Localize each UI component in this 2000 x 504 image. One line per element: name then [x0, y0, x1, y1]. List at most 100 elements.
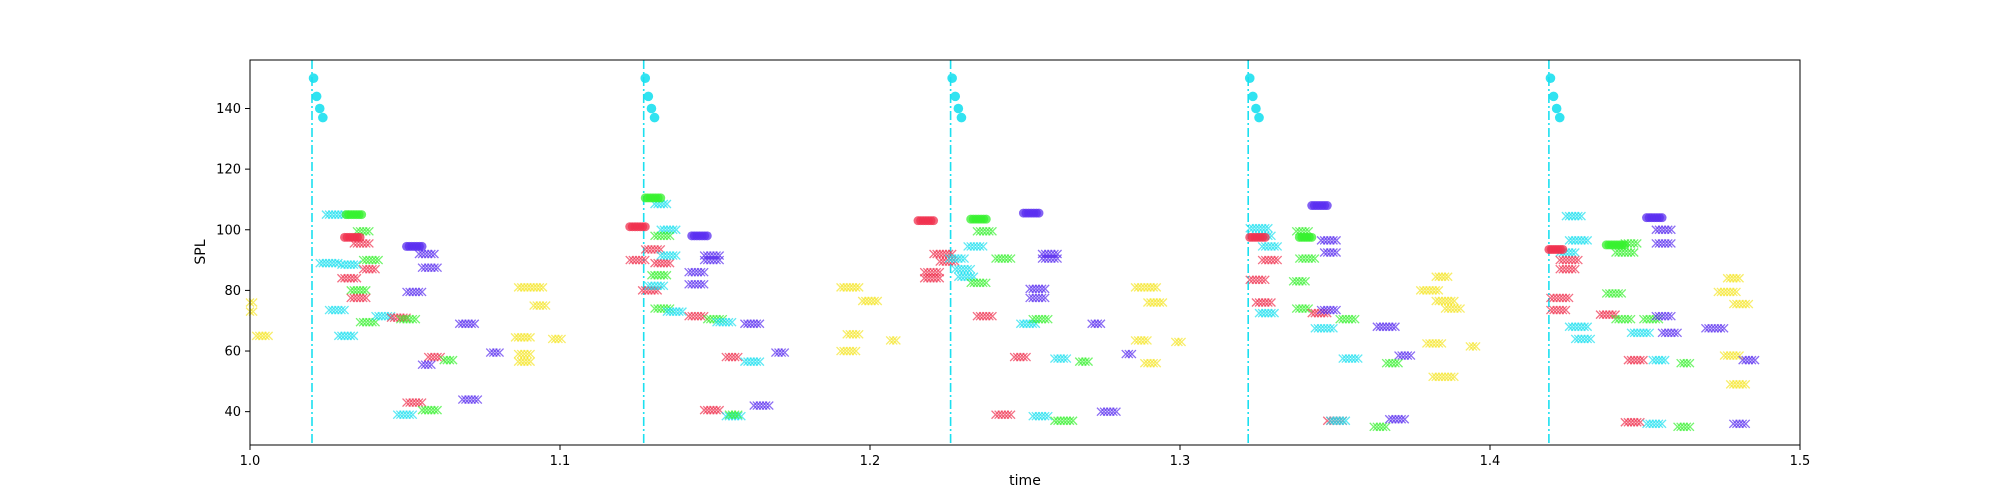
peak-track: [341, 210, 367, 220]
partial-track: [724, 410, 743, 420]
onset-dot: [308, 73, 319, 83]
partial-track: [1725, 379, 1751, 389]
partial-track: [721, 352, 743, 362]
partial-track: [972, 311, 997, 321]
partial-track: [1139, 358, 1162, 368]
peak-track: [402, 241, 427, 251]
onset-dot: [1551, 103, 1562, 114]
partial-track: [1037, 254, 1063, 264]
partial-track: [699, 255, 725, 265]
x-tick-label: 1.3: [1170, 454, 1191, 469]
partial-track: [358, 264, 381, 274]
partial-track: [1738, 355, 1760, 365]
peak-track: [1307, 201, 1332, 211]
partial-track: [1369, 422, 1391, 432]
partial-track: [972, 226, 997, 236]
partial-track: [1564, 322, 1593, 332]
partial-track: [1728, 299, 1754, 309]
partial-track: [1719, 351, 1745, 361]
partial-track: [684, 267, 709, 277]
partial-track: [324, 305, 350, 315]
y-tick-label: 40: [224, 405, 241, 420]
x-tick-label: 1.4: [1480, 454, 1501, 469]
peak-track: [1245, 232, 1270, 242]
partial-track: [321, 210, 350, 220]
partial-track: [1316, 235, 1342, 245]
y-tick-label: 120: [216, 163, 241, 178]
partial-track: [336, 273, 362, 283]
peak-track: [1294, 232, 1317, 242]
partial-track: [513, 282, 548, 292]
onset-dot: [649, 112, 660, 123]
partial-track: [1648, 355, 1670, 365]
partial-track: [1121, 349, 1137, 359]
partial-track: [1722, 273, 1745, 283]
partial-track: [1611, 248, 1639, 257]
partial-track: [739, 319, 765, 329]
partial-track: [1049, 354, 1072, 364]
partial-track: [656, 251, 681, 260]
partial-track: [1394, 351, 1416, 361]
partial-markers: [245, 199, 1760, 432]
partial-track: [1728, 419, 1751, 429]
partial-track: [414, 249, 439, 259]
partial-track: [625, 255, 650, 265]
onset-dot: [311, 91, 322, 102]
peak-track: [1018, 208, 1044, 218]
partial-track: [1257, 255, 1283, 265]
y-tick-label: 140: [216, 102, 241, 117]
partial-track: [963, 241, 988, 251]
partial-track: [1431, 296, 1459, 306]
partial-track: [1428, 372, 1459, 382]
partial-track: [423, 352, 446, 362]
partial-track: [1074, 357, 1094, 367]
partial-track: [1676, 358, 1695, 368]
partial-track: [1700, 323, 1729, 333]
onset-dot: [950, 91, 961, 102]
y-tick-label: 60: [224, 345, 241, 360]
partial-track: [417, 263, 443, 273]
peak-track: [625, 222, 650, 232]
partial-track: [1415, 285, 1444, 295]
partial-track: [1310, 323, 1338, 333]
plot-frame: [249, 59, 1801, 446]
partial-track: [513, 349, 536, 359]
onset-dot: [318, 112, 328, 123]
partial-track: [1545, 293, 1574, 303]
onset-dot: [947, 73, 957, 83]
partial-track: [1257, 241, 1283, 251]
partial-track: [991, 254, 1016, 264]
partial-track: [1025, 284, 1050, 294]
partial-track: [1245, 275, 1270, 285]
partial-track: [346, 285, 371, 295]
partial-track: [251, 331, 274, 341]
partial-track: [1570, 334, 1596, 344]
partial-track: [739, 357, 765, 367]
y-axis-ticks: 40 60 80 100 120 140: [216, 102, 250, 420]
partial-track: [1130, 335, 1152, 345]
partial-track: [950, 264, 976, 274]
partial-track: [1465, 342, 1481, 351]
partial-track: [885, 335, 901, 345]
partial-track: [547, 334, 567, 344]
onset-dot-markers: [308, 73, 1565, 123]
partial-track: [966, 278, 991, 288]
peak-track: [687, 231, 712, 241]
partial-track: [1626, 328, 1655, 338]
partial-track: [1601, 288, 1627, 298]
x-tick-label: 1.0: [240, 454, 261, 469]
partial-track: [919, 273, 945, 283]
partial-track: [770, 348, 790, 357]
partial-track: [650, 231, 675, 241]
partial-track: [1611, 314, 1636, 324]
partial-track: [1555, 264, 1580, 274]
onset-dot: [643, 91, 654, 102]
partial-track: [513, 357, 536, 367]
partial-track: [358, 255, 384, 265]
partial-track: [1049, 416, 1078, 426]
partial-track: [529, 301, 551, 311]
partial-track: [684, 311, 709, 321]
partial-track: [1384, 414, 1410, 424]
